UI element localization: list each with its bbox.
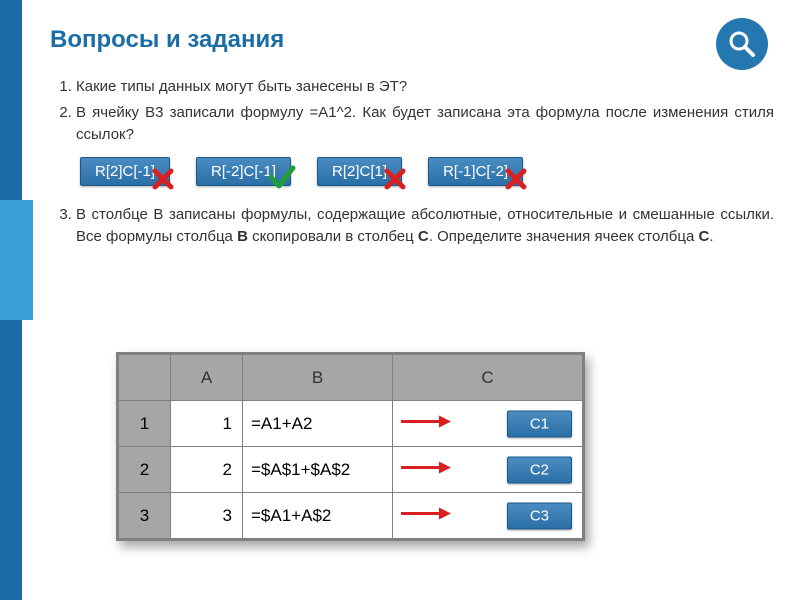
question-3: В столбце В записаны формулы, содержащие… bbox=[76, 204, 774, 248]
cell-a1: 1 bbox=[171, 401, 243, 447]
option-4[interactable]: R[-1]C[-2] bbox=[428, 157, 523, 186]
option-2-label: R[-2]C[-1] bbox=[211, 163, 276, 180]
option-2[interactable]: R[-2]C[-1] bbox=[196, 157, 291, 186]
arrow-icon bbox=[399, 505, 451, 526]
cell-c1: C1 bbox=[393, 401, 583, 447]
answer-c1-label: C1 bbox=[530, 415, 549, 432]
cell-b1: =A1+A2 bbox=[243, 401, 393, 447]
q3-part-b: В bbox=[237, 228, 248, 245]
option-3[interactable]: R[2]C[1] bbox=[317, 157, 402, 186]
spreadsheet-table: A B C 1 1 =A1+A2 C1 2 2 =$A$1+$A$2 bbox=[116, 352, 585, 541]
option-3-label: R[2]C[1] bbox=[332, 163, 387, 180]
option-1-label: R[2]C[-1] bbox=[95, 163, 155, 180]
answer-c1-button[interactable]: C1 bbox=[507, 410, 572, 437]
q3-part-e: . Определите значения ячеек столбца bbox=[429, 228, 699, 245]
q3-part-g: . bbox=[709, 228, 713, 245]
table-row: 2 2 =$A$1+$A$2 C2 bbox=[119, 447, 583, 493]
answer-c2-label: C2 bbox=[530, 461, 549, 478]
cell-b2: =$A$1+$A$2 bbox=[243, 447, 393, 493]
question-list: Какие типы данных могут быть занесены в … bbox=[54, 76, 774, 145]
q3-part-d: С bbox=[418, 228, 429, 245]
q3-part-f: С bbox=[698, 228, 709, 245]
content-area: Вопросы и задания Какие типы данных могу… bbox=[50, 26, 774, 252]
answer-c3-label: C3 bbox=[530, 507, 549, 524]
cell-a2: 2 bbox=[171, 447, 243, 493]
wrong-icon bbox=[151, 167, 175, 195]
cell-c3: C3 bbox=[393, 493, 583, 539]
wrong-icon bbox=[504, 167, 528, 195]
option-1[interactable]: R[2]C[-1] bbox=[80, 157, 170, 186]
col-header-a: A bbox=[171, 355, 243, 401]
page-title: Вопросы и задания bbox=[50, 26, 774, 54]
option-4-label: R[-1]C[-2] bbox=[443, 163, 508, 180]
row-header: 1 bbox=[119, 401, 171, 447]
table-row: 1 1 =A1+A2 C1 bbox=[119, 401, 583, 447]
answer-c2-button[interactable]: C2 bbox=[507, 456, 572, 483]
col-header-c: C bbox=[393, 355, 583, 401]
arrow-icon bbox=[399, 459, 451, 480]
col-header-b: B bbox=[243, 355, 393, 401]
question-1: Какие типы данных могут быть занесены в … bbox=[76, 76, 774, 98]
cell-b3: =$A1+A$2 bbox=[243, 493, 393, 539]
table-row: 3 3 =$A1+A$2 C3 bbox=[119, 493, 583, 539]
question-list-2: В столбце В записаны формулы, содержащие… bbox=[54, 204, 774, 248]
question-2: В ячейку В3 записали формулу =А1^2. Как … bbox=[76, 102, 774, 146]
q3-part-c: скопировали в столбец bbox=[248, 228, 418, 245]
options-row: R[2]C[-1] R[-2]C[-1] R[2]C[1] R[-1]C[-2] bbox=[80, 157, 774, 186]
arrow-icon bbox=[399, 413, 451, 434]
row-header: 2 bbox=[119, 447, 171, 493]
cell-a3: 3 bbox=[171, 493, 243, 539]
correct-icon bbox=[268, 165, 296, 195]
cell-c2: C2 bbox=[393, 447, 583, 493]
row-header: 3 bbox=[119, 493, 171, 539]
answer-c3-button[interactable]: C3 bbox=[507, 502, 572, 529]
wrong-icon bbox=[383, 167, 407, 195]
sidebar-accent bbox=[0, 200, 33, 320]
corner-cell bbox=[119, 355, 171, 401]
